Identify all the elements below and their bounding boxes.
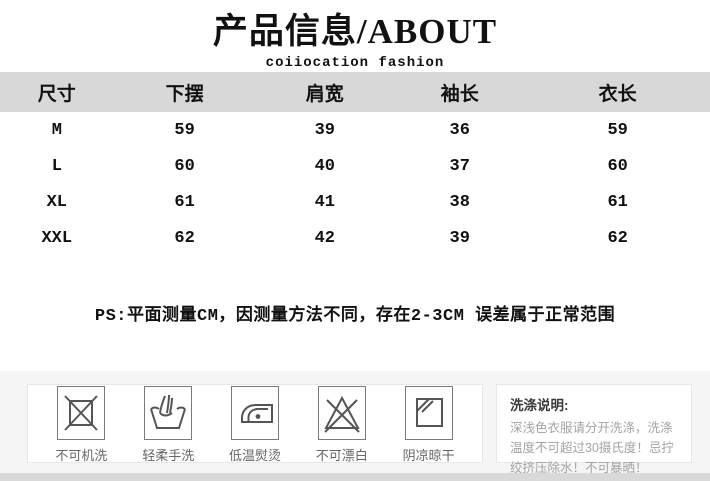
cell-length: 60 <box>607 156 628 176</box>
washing-instructions-title: 洗涤说明: <box>510 398 569 413</box>
table-row: M 59 39 36 59 <box>0 112 710 148</box>
table-row: XXL 62 42 39 62 <box>0 220 710 256</box>
cell-shoulder: 39 <box>314 120 336 140</box>
cell-sleeve: 39 <box>449 228 470 248</box>
cell-hem: 61 <box>174 192 195 212</box>
care-item-no-bleach: 不可漂白 <box>315 385 368 464</box>
cell-sleeve: 36 <box>449 120 470 140</box>
cell-hem: 59 <box>174 120 195 140</box>
care-item-low-temp-iron: 低温熨烫 <box>228 385 281 464</box>
care-label: 不可漂白 <box>315 447 368 463</box>
cell-size: M <box>51 120 62 140</box>
low-temp-iron-icon <box>230 385 279 440</box>
cell-length: 61 <box>607 192 628 212</box>
cell-size: XXL <box>41 228 73 248</box>
cell-hem: 60 <box>174 156 195 176</box>
no-bleach-icon <box>317 385 366 440</box>
hand-wash-icon <box>144 385 193 440</box>
care-label: 阴凉晾干 <box>402 447 455 463</box>
bottom-divider <box>0 473 710 481</box>
cell-sleeve: 38 <box>449 192 470 212</box>
cell-hem: 62 <box>174 228 195 248</box>
cell-length: 59 <box>607 120 628 140</box>
table-row: L 60 40 37 60 <box>0 148 710 184</box>
washing-instructions-body: 深浅色衣服请分开洗涤，洗涤温度不可超过30摄氏度！忌拧绞挤压除水！不可暴晒！ <box>510 421 674 475</box>
no-machine-wash-icon <box>57 385 106 440</box>
column-header-hem: 下摆 <box>165 83 204 105</box>
page-title: 产品信息/ABOUT <box>212 12 498 51</box>
shade-dry-icon <box>404 385 453 440</box>
size-table-header-row: 尺寸 下摆 肩宽 袖长 衣长 <box>0 72 710 112</box>
care-item-shade-dry: 阴凉晾干 <box>402 385 455 464</box>
measurement-note: PS:平面测量CM，因测量方法不同，存在2-3CM 误差属于正常范围 <box>94 307 616 326</box>
column-header-length: 衣长 <box>598 83 637 105</box>
care-label: 轻柔手洗 <box>142 447 195 463</box>
care-label: 不可机洗 <box>55 447 108 463</box>
cell-shoulder: 40 <box>314 156 336 176</box>
care-section: 不可机洗 轻柔手洗 <box>0 371 710 475</box>
column-header-size: 尺寸 <box>37 83 76 105</box>
cell-shoulder: 41 <box>314 192 336 212</box>
care-item-hand-wash: 轻柔手洗 <box>142 385 195 464</box>
cell-shoulder: 42 <box>314 228 336 248</box>
care-icons-card: 不可机洗 轻柔手洗 <box>27 384 483 463</box>
care-label: 低温熨烫 <box>228 447 281 463</box>
column-header-sleeve: 袖长 <box>440 83 479 105</box>
cell-length: 62 <box>607 228 628 248</box>
size-table: 尺寸 下摆 肩宽 袖长 衣长 M 59 39 36 59 L 60 40 37 … <box>0 72 710 256</box>
care-item-no-machine-wash: 不可机洗 <box>55 385 108 464</box>
cell-sleeve: 37 <box>449 156 470 176</box>
washing-instructions-card: 洗涤说明: 深浅色衣服请分开洗涤，洗涤温度不可超过30摄氏度！忌拧绞挤压除水！不… <box>496 384 692 475</box>
table-row: XL 61 41 38 61 <box>0 184 710 220</box>
cell-size: L <box>51 156 62 176</box>
page-subtitle: coiiocation fashion <box>265 55 445 71</box>
column-header-shoulder: 肩宽 <box>305 83 344 105</box>
cell-size: XL <box>46 192 67 212</box>
